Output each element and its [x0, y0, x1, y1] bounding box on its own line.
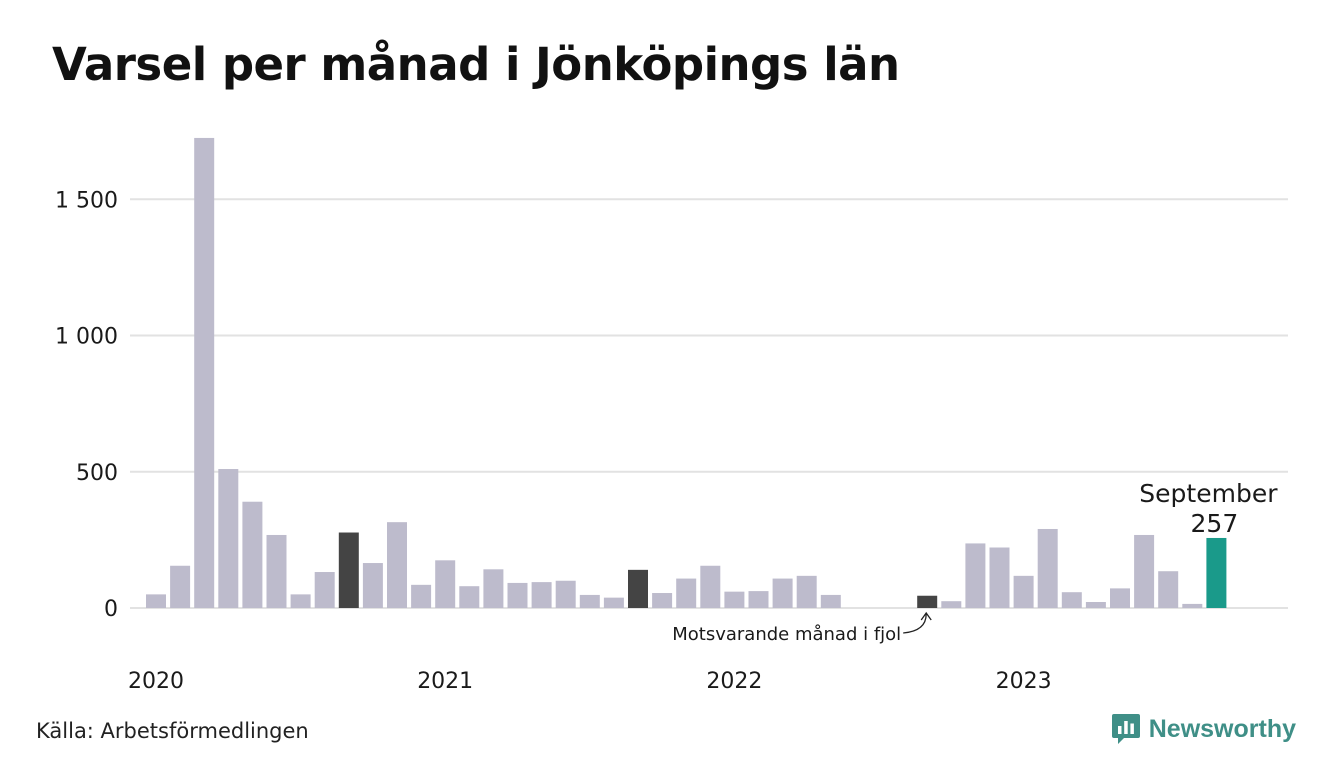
bar-2023-07 — [1158, 571, 1179, 608]
bar-2020-03 — [194, 137, 215, 608]
bar-2020-01 — [146, 594, 166, 608]
bar-2022-01 — [724, 591, 745, 608]
bars — [146, 137, 1227, 608]
bar-2022-11 — [965, 543, 986, 608]
bar-2021-12 — [700, 565, 721, 608]
annotation-arrow — [903, 611, 932, 634]
bar-2020-10 — [362, 563, 383, 608]
bar-2023-09 — [1206, 537, 1227, 608]
source-note: Källa: Arbetsförmedlingen — [36, 719, 309, 743]
y-tick-label: 1 000 — [55, 325, 118, 350]
bar-2020-06 — [266, 534, 287, 608]
annotation: Motsvarande månad i fjol — [672, 611, 932, 645]
bar-2021-04 — [507, 582, 528, 608]
y-tick-label: 500 — [76, 461, 118, 486]
bar-2022-04 — [796, 575, 817, 608]
bar-2023-03 — [1061, 592, 1082, 608]
x-axis-ticks: 2020 2021 2022 2023 — [128, 669, 1052, 694]
bar-2023-05 — [1110, 588, 1130, 608]
bar-2020-05 — [242, 501, 263, 608]
bar-2023-02 — [1037, 528, 1058, 608]
highlight-labels: September 257 — [1139, 479, 1278, 538]
bar-2020-09 — [338, 532, 359, 608]
chart-title: Varsel per månad i Jönköpings län — [52, 38, 900, 91]
bar-2022-12 — [989, 547, 1010, 608]
bar-2020-07 — [290, 594, 311, 608]
bar-2022-09 — [917, 595, 938, 608]
bar-2021-07 — [579, 594, 600, 608]
bar-2021-11 — [676, 578, 697, 608]
bar-2023-04 — [1085, 602, 1106, 608]
bar-2022-05 — [820, 594, 841, 608]
bar-2021-02 — [459, 586, 480, 608]
highlight-month-label: September — [1139, 479, 1278, 508]
bar-2023-06 — [1134, 534, 1155, 608]
bar-2021-03 — [483, 569, 504, 608]
bar-2021-01 — [435, 560, 456, 608]
newsworthy-logo-icon — [1111, 714, 1140, 744]
bar-2021-08 — [603, 597, 624, 608]
highlight-value-label: 257 — [1191, 509, 1239, 538]
bar-2020-12 — [411, 584, 432, 608]
x-tick-label: 2020 — [128, 669, 184, 694]
y-tick-label: 1 500 — [55, 188, 118, 213]
x-tick-label: 2022 — [706, 669, 762, 694]
brand-name: Newsworthy — [1148, 714, 1296, 743]
bar-2021-06 — [555, 580, 576, 608]
x-tick-label: 2023 — [996, 669, 1052, 694]
brand-logo: Newsworthy — [1111, 712, 1296, 746]
bar-2020-11 — [387, 522, 407, 608]
y-tick-label: 0 — [104, 597, 118, 622]
bar-2021-09 — [628, 569, 648, 608]
bar-2022-03 — [772, 578, 793, 608]
annotation-text: Motsvarande månad i fjol — [672, 624, 901, 645]
bar-2021-10 — [652, 593, 673, 608]
bar-2022-10 — [941, 601, 962, 608]
bar-2021-05 — [531, 582, 552, 608]
gridlines — [130, 198, 1288, 609]
bar-2022-02 — [748, 591, 769, 608]
x-tick-label: 2021 — [417, 669, 473, 694]
bar-2023-08 — [1182, 603, 1203, 608]
y-axis-ticks: 0 500 1 000 1 500 — [55, 188, 118, 622]
bar-2020-08 — [314, 572, 335, 608]
bar-2020-04 — [218, 469, 239, 608]
bar-2023-01 — [1013, 575, 1034, 608]
bar-2020-02 — [170, 565, 191, 608]
